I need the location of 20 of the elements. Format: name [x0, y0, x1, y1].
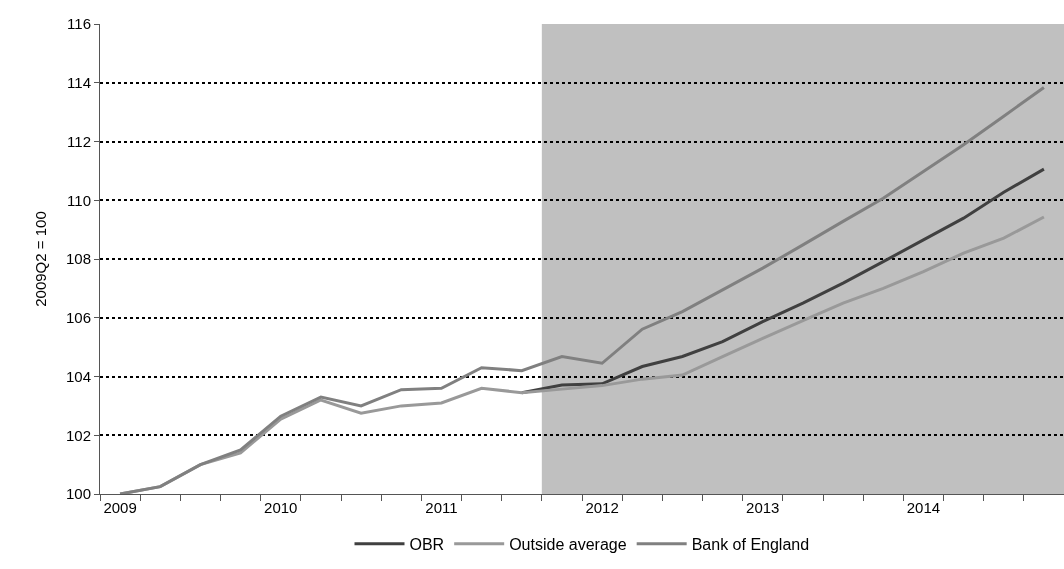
y-tick-label: 100	[65, 485, 91, 503]
legend-label: Outside average	[509, 536, 627, 554]
line-series	[118, 85, 1046, 494]
y-tick-label: 116	[67, 15, 91, 33]
x-tick-label: 2010	[264, 499, 298, 516]
legend-label: Bank of England	[691, 536, 810, 554]
x-tick-label: 2014	[906, 499, 941, 516]
x-tick-label: 2009	[103, 499, 137, 516]
legend-label: OBR	[409, 536, 445, 554]
y-tick-label: 104	[65, 367, 91, 385]
y-tick-label: 110	[67, 191, 91, 209]
y-tick-label: 108	[65, 250, 91, 268]
x-tick-label: 2011	[425, 499, 458, 516]
y-tick-label: 102	[65, 426, 91, 444]
x-tick-label: 2013	[746, 499, 780, 516]
y-tick-label: 114	[67, 74, 91, 91]
x-tick-label: 2012	[585, 499, 619, 516]
y-tick-label: 112	[67, 132, 91, 150]
y-axis-title: 2009Q2 = 100	[32, 211, 50, 307]
y-tick-label: 106	[65, 309, 91, 326]
